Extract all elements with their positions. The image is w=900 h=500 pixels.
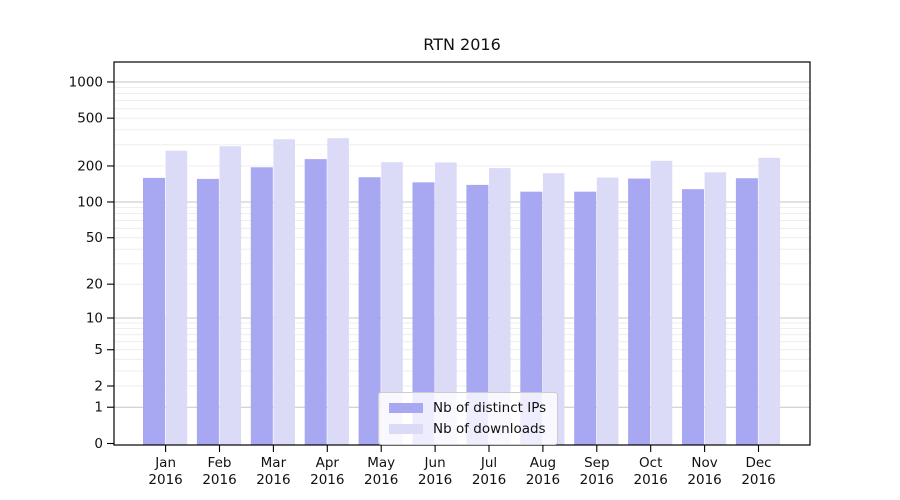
x-tick-label: Jan 2016	[148, 455, 182, 488]
x-tick-label: Dec 2016	[741, 455, 775, 488]
y-tick-label: 500	[77, 111, 103, 127]
bar-downloads-dec	[758, 157, 781, 445]
bar-downloads-feb	[219, 146, 242, 446]
bar-distinct-ips-jan	[143, 177, 165, 445]
bar-distinct-ips-apr	[304, 159, 327, 445]
x-tick-label: Oct 2016	[634, 455, 668, 488]
bar-downloads-may	[381, 162, 403, 446]
bar-downloads-oct	[650, 160, 673, 445]
x-tick-label: Feb 2016	[202, 455, 236, 488]
bar-distinct-ips-sep	[574, 191, 597, 445]
bar-distinct-ips-may	[358, 177, 381, 446]
legend-swatch-downloads	[389, 424, 423, 434]
bar-downloads-mar	[273, 139, 295, 445]
bar-distinct-ips-aug	[520, 191, 543, 445]
x-tick-label: May 2016	[364, 455, 398, 488]
y-tick-label: 200	[77, 158, 103, 174]
bar-downloads-jun	[435, 162, 457, 445]
x-tick-label: Mar 2016	[256, 455, 290, 488]
bar-distinct-ips-mar	[250, 167, 273, 445]
plot-border	[113, 61, 811, 446]
bar-downloads-jul	[489, 168, 511, 446]
legend-swatch-distinct-ips	[389, 403, 423, 413]
y-tick-label: 0	[94, 436, 103, 452]
legend-label: Nb of downloads	[433, 421, 546, 437]
y-tick-label: 2	[94, 379, 103, 395]
legend-item-distinct-ips: Nb of distinct IPs	[389, 400, 546, 416]
y-tick-label: 5	[94, 342, 103, 358]
bar-distinct-ips-feb	[196, 178, 219, 445]
bar-downloads-aug	[542, 173, 565, 445]
chart-title: RTN 2016	[423, 35, 501, 54]
y-tick-label: 1000	[69, 74, 103, 90]
bar-downloads-nov	[704, 172, 727, 445]
y-tick-label: 50	[86, 230, 103, 246]
x-tick-label: Jun 2016	[418, 455, 452, 488]
x-tick-label: Nov 2016	[687, 455, 721, 488]
y-tick-label: 100	[77, 194, 103, 210]
bar-distinct-ips-jul	[466, 184, 489, 445]
bar-downloads-apr	[327, 138, 349, 446]
bar-distinct-ips-oct	[628, 178, 651, 445]
x-tick-label: Sep 2016	[580, 455, 614, 488]
bar-downloads-jan	[165, 150, 188, 445]
y-tick-label: 1	[94, 400, 103, 416]
legend-item-downloads: Nb of downloads	[389, 421, 546, 437]
bar-distinct-ips-jun	[412, 182, 435, 445]
legend: Nb of distinct IPs Nb of downloads	[378, 392, 559, 445]
bar-downloads-sep	[596, 177, 619, 445]
x-tick-label: Aug 2016	[526, 455, 560, 488]
legend-label: Nb of distinct IPs	[433, 400, 547, 416]
x-tick-label: Jul 2016	[472, 455, 506, 488]
y-tick-label: 10	[86, 311, 103, 327]
x-tick-label: Apr 2016	[310, 455, 344, 488]
bar-distinct-ips-nov	[682, 189, 704, 445]
y-tick-label: 20	[86, 277, 103, 293]
bar-distinct-ips-dec	[735, 178, 758, 446]
